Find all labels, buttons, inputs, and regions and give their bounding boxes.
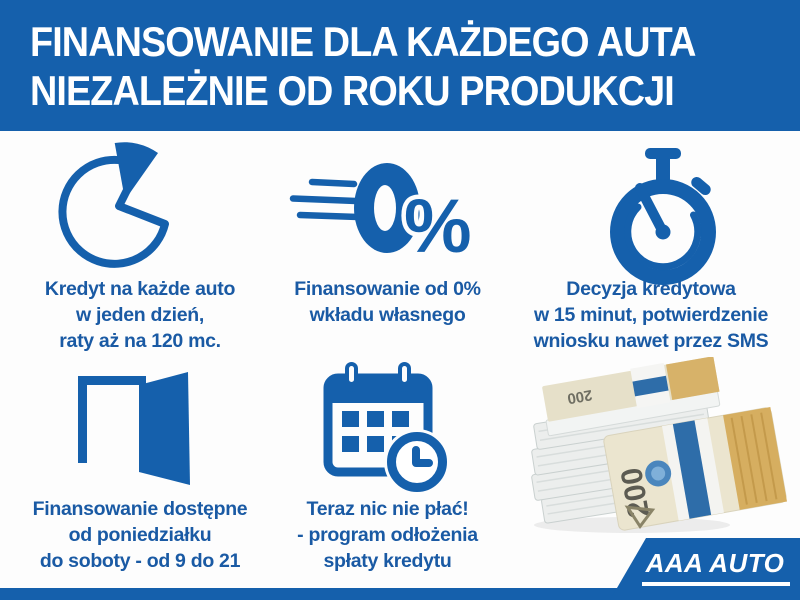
door-frame: [78, 376, 146, 463]
open-door-icon: [78, 372, 190, 485]
door-panel: [139, 372, 190, 485]
note-triangle: [624, 505, 656, 530]
calendar-header: [328, 378, 428, 403]
aaa-auto-logo-underline: [642, 582, 790, 586]
caption-line: spłaty kredytu: [323, 550, 452, 572]
pie-circle-outline: [58, 155, 169, 268]
percent-sign: %: [404, 184, 472, 265]
stopwatch-dial-arc: [624, 203, 702, 271]
caption-line: Teraz nic nie płać!: [306, 498, 469, 520]
caption-line: raty aż na 120 mc.: [59, 330, 221, 352]
pie-slice: [114, 142, 158, 200]
header-title-line2: NIEZALEŻNIE OD ROKU PRODUKCJI: [30, 67, 675, 114]
caption-deferred-payment: Teraz nic nie płać! - program odłożenia …: [280, 496, 495, 574]
front-banknote-bundle: 200: [603, 406, 787, 531]
caption-line: Decyzja kredytowa: [566, 278, 736, 300]
aaa-auto-logo: AAA AUTO: [610, 538, 800, 600]
caption-line: - program odłożenia: [297, 524, 478, 546]
speed-lines: [289, 178, 362, 221]
money-stacks-image: 200 200: [531, 357, 787, 533]
caption-line: wniosku nawet przez SMS: [533, 330, 769, 352]
stopwatch-icon: [610, 148, 716, 285]
caption-zero-own-contribution: Finansowanie od 0% wkładu własnego: [280, 276, 495, 328]
svg-text:200: 200: [566, 386, 594, 407]
bundle-band: [632, 375, 669, 397]
header-banner: FINANSOWANIE DLA KAŻDEGO AUTA NIEZALEŻNI…: [0, 0, 800, 131]
caption-credit-decision: Decyzja kredytowa w 15 minut, potwierdze…: [522, 276, 780, 354]
caption-line: od poniedziałku: [68, 524, 212, 546]
stopwatch-center-dot: [655, 224, 671, 240]
clock-hand: [412, 446, 433, 467]
bundle-band: [672, 420, 712, 519]
caption-line: Finansowanie dostępne: [32, 498, 248, 520]
calendar-clock-icon: [323, 362, 450, 494]
aaa-auto-logo-text: AAA AUTO: [645, 548, 785, 578]
caption-line: w jeden dzień,: [76, 304, 204, 326]
zero-percent-icon: %: [289, 163, 476, 265]
pie-chart-icon: [58, 142, 169, 268]
stopwatch-cap: [645, 148, 681, 159]
stopwatch-side-button: [691, 176, 711, 196]
stopwatch-ring: [610, 179, 716, 285]
caption-line: Kredyt na każde auto: [44, 278, 236, 300]
stopwatch-neck: [656, 157, 670, 181]
caption-credit-120mc: Kredyt na każde auto w jeden dzień, raty…: [15, 276, 265, 354]
caption-line: w 15 minut, potwierdzenie: [533, 304, 769, 326]
caption-availability-hours: Finansowanie dostępne od poniedziałku do…: [15, 496, 265, 574]
caption-line: wkładu własnego: [309, 304, 466, 326]
top-banknote-bundle: 200: [542, 357, 721, 437]
caption-line: Finansowanie od 0%: [294, 278, 481, 300]
footer-bar: [0, 588, 800, 600]
header-title-line1: FINANSOWANIE DLA KAŻDEGO AUTA: [30, 18, 696, 65]
stopwatch-hand: [635, 183, 668, 237]
caption-line: do soboty - od 9 do 21: [39, 550, 241, 572]
